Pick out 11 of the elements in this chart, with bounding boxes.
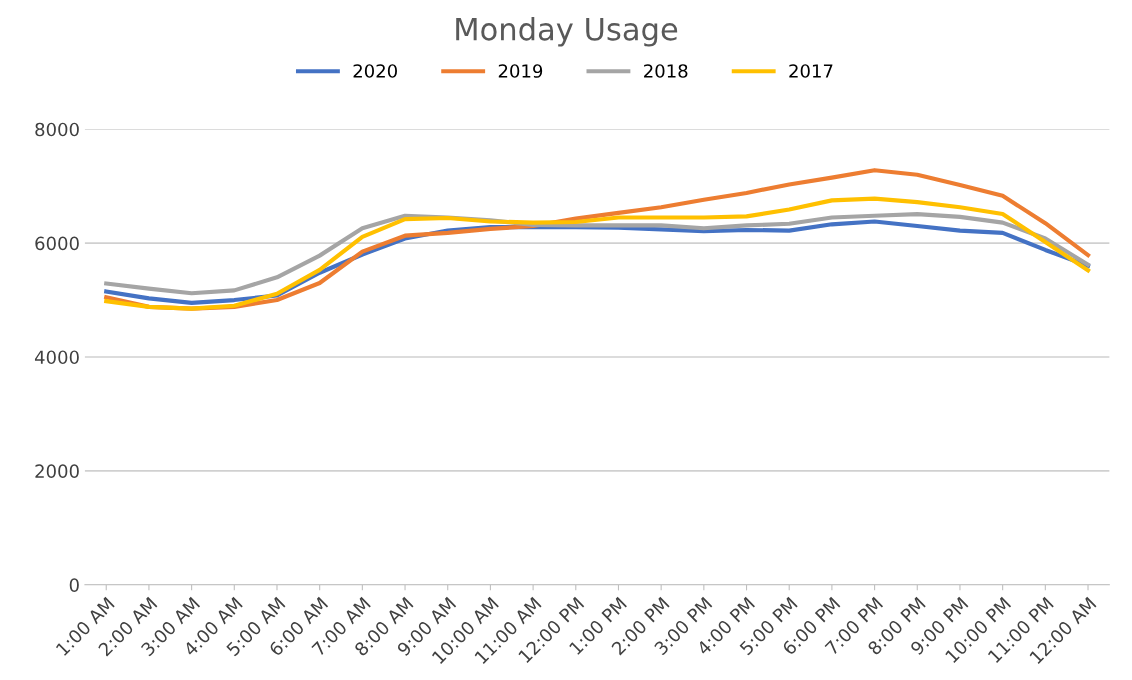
chart-title: Monday Usage	[456, 17, 678, 47]
y-tick-label: 8000	[35, 122, 79, 137]
y-tick-label: 4000	[34, 350, 79, 365]
line-series	[104, 196, 1091, 311]
legend-label: 2018	[644, 64, 688, 78]
y-tick-label: 0	[69, 578, 79, 592]
y-tick-label: 2000	[35, 464, 79, 479]
legend-label: 2019	[498, 64, 543, 78]
y-tick-label: 6000	[35, 236, 79, 251]
legend-label: 2017	[789, 64, 833, 78]
legend-label: 2020	[353, 64, 397, 78]
